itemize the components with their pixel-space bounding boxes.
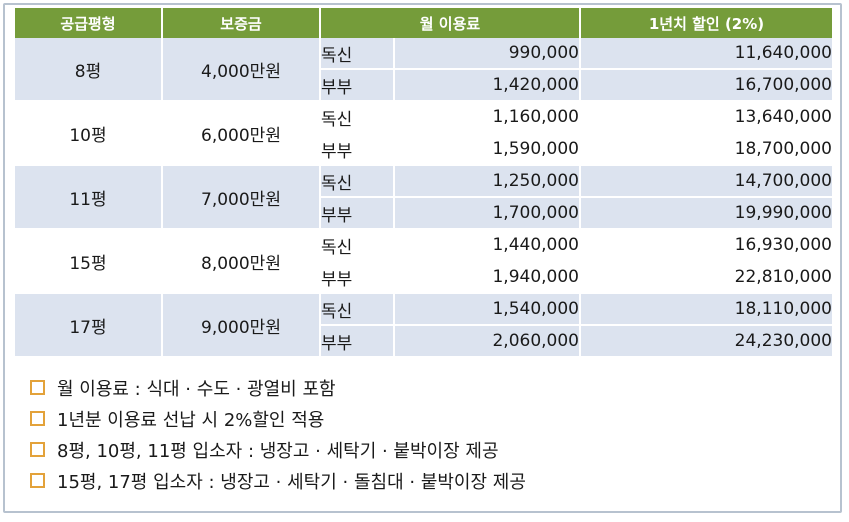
- annual-cell: 24,230,000: [580, 325, 832, 358]
- type-cell: 부부: [320, 133, 395, 166]
- checkbox-square-icon: [30, 380, 45, 395]
- header-size: 공급평형: [15, 8, 163, 38]
- table-row: 부부 2,060,000 24,230,000: [15, 325, 832, 358]
- annual-cell: 18,110,000: [580, 293, 832, 326]
- table-row: 15평 8,000만원 독신 1,440,000 16,930,000: [15, 229, 832, 294]
- deposit-cell: 6,000만원: [162, 101, 321, 166]
- table-row: 10평 6,000만원 독신 1,160,000 13,640,000: [15, 101, 832, 166]
- size-cell: 17평: [15, 293, 163, 358]
- type-cell: 독신: [320, 229, 395, 262]
- table-row: 부부 1,590,000 18,700,000: [15, 133, 832, 166]
- note-item: 1년분 이용료 선납 시 2%할인 적용: [30, 403, 526, 434]
- note-item: 8평, 10평, 11평 입소자 : 냉장고 · 세탁기 · 붙박이장 제공: [30, 434, 526, 465]
- annual-cell: 18,700,000: [580, 133, 832, 166]
- type-cell: 부부: [320, 197, 395, 230]
- price-table: 공급평형 보증금 월 이용료 1년치 할인 (2%) 8평 4,000만원 독신…: [15, 8, 832, 358]
- note-text: 8평, 10평, 11평 입소자 : 냉장고 · 세탁기 · 붙박이장 제공: [57, 440, 499, 462]
- size-cell: 8평: [15, 38, 163, 102]
- size-cell: 11평: [15, 165, 163, 230]
- checkbox-square-icon: [30, 411, 45, 426]
- monthly-cell: 1,540,000: [394, 293, 581, 326]
- header-deposit: 보증금: [162, 8, 321, 38]
- type-cell: 부부: [320, 261, 395, 294]
- type-cell: 부부: [320, 325, 395, 358]
- annual-cell: 13,640,000: [580, 101, 832, 134]
- deposit-cell: 4,000만원: [162, 38, 321, 102]
- checkbox-square-icon: [30, 473, 45, 488]
- table-row: 11평 7,000만원 독신 1,250,000 14,700,000: [15, 165, 832, 230]
- table-row: 부부 1,700,000 19,990,000: [15, 197, 832, 230]
- annual-cell: 14,700,000: [580, 165, 832, 198]
- note-item: 15평, 17평 입소자 : 냉장고 · 세탁기 · 돌침대 · 붙박이장 제공: [30, 465, 526, 496]
- annual-cell: 16,930,000: [580, 229, 832, 262]
- deposit-cell: 7,000만원: [162, 165, 321, 230]
- type-cell: 독신: [320, 293, 395, 326]
- page-frame: [3, 3, 842, 513]
- table-row: 부부 1,940,000 22,810,000: [15, 261, 832, 294]
- type-cell: 독신: [320, 101, 395, 134]
- size-cell: 15평: [15, 229, 163, 294]
- annual-cell: 16,700,000: [580, 69, 832, 102]
- note-text: 1년분 이용료 선납 시 2%할인 적용: [57, 409, 325, 431]
- type-cell: 독신: [320, 165, 395, 198]
- monthly-cell: 2,060,000: [394, 325, 581, 358]
- header-annual: 1년치 할인 (2%): [580, 8, 832, 38]
- type-cell: 부부: [320, 69, 395, 102]
- monthly-cell: 1,160,000: [394, 101, 581, 134]
- monthly-cell: 1,940,000: [394, 261, 581, 294]
- deposit-cell: 9,000만원: [162, 293, 321, 358]
- table-row: 부부 1,420,000 16,700,000: [15, 69, 832, 102]
- annual-cell: 19,990,000: [580, 197, 832, 230]
- annual-cell: 22,810,000: [580, 261, 832, 294]
- monthly-cell: 990,000: [394, 38, 581, 70]
- note-text: 월 이용료 : 식대 · 수도 · 광열비 포함: [57, 378, 336, 400]
- deposit-cell: 8,000만원: [162, 229, 321, 294]
- note-text: 15평, 17평 입소자 : 냉장고 · 세탁기 · 돌침대 · 붙박이장 제공: [57, 471, 526, 493]
- monthly-cell: 1,590,000: [394, 133, 581, 166]
- monthly-cell: 1,420,000: [394, 69, 581, 102]
- monthly-cell: 1,700,000: [394, 197, 581, 230]
- notes-list: 월 이용료 : 식대 · 수도 · 광열비 포함 1년분 이용료 선납 시 2%…: [30, 372, 526, 496]
- table-row: 8평 4,000만원 독신 990,000 11,640,000: [15, 38, 832, 102]
- size-cell: 10평: [15, 101, 163, 166]
- annual-cell: 11,640,000: [580, 38, 832, 70]
- note-item: 월 이용료 : 식대 · 수도 · 광열비 포함: [30, 372, 526, 403]
- type-cell: 독신: [320, 38, 395, 70]
- monthly-cell: 1,440,000: [394, 229, 581, 262]
- checkbox-square-icon: [30, 442, 45, 457]
- monthly-cell: 1,250,000: [394, 165, 581, 198]
- table-header-row: 공급평형 보증금 월 이용료 1년치 할인 (2%): [15, 8, 832, 38]
- table-row: 17평 9,000만원 독신 1,540,000 18,110,000: [15, 293, 832, 358]
- header-monthly: 월 이용료: [320, 8, 581, 38]
